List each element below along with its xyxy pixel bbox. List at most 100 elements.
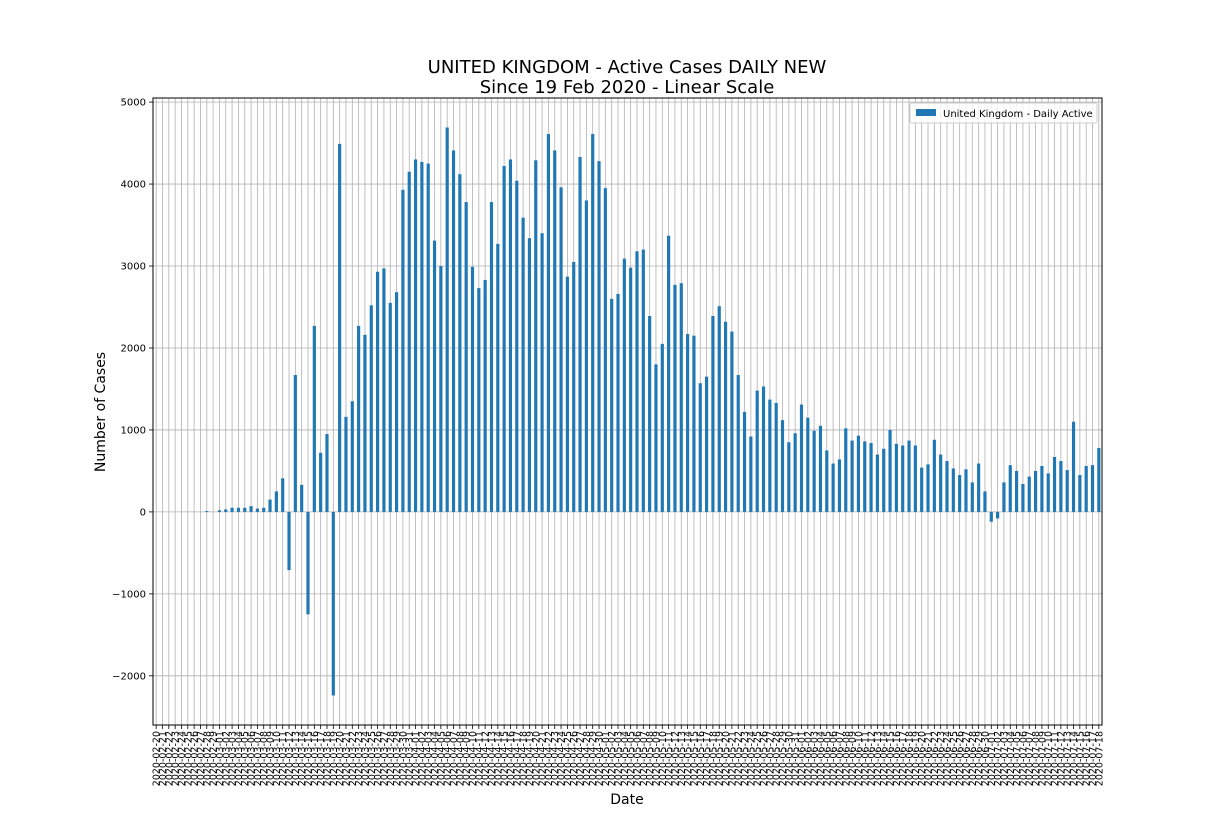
bar xyxy=(508,159,513,512)
x-tick-label: 2020-03-06 xyxy=(247,731,258,786)
x-tick-label: 2020-03-23 xyxy=(354,731,365,786)
bar xyxy=(888,429,892,512)
bar xyxy=(1084,466,1088,512)
x-tick-label: 2020-04-15 xyxy=(500,731,511,786)
x-tick-label: 2020-03-13 xyxy=(291,731,302,786)
bar xyxy=(1078,475,1082,512)
x-tick-label: 2020-07-07 xyxy=(1025,731,1036,786)
x-tick-label: 2020-06-08 xyxy=(841,731,852,786)
x-tick-label: 2020-03-18 xyxy=(322,731,333,786)
x-tick-label: 2020-06-29 xyxy=(974,731,985,786)
x-tick-label: 2020-06-21 xyxy=(924,731,935,786)
bar xyxy=(951,468,955,512)
bar xyxy=(616,293,620,512)
bar xyxy=(357,325,361,512)
bar xyxy=(1033,470,1038,512)
bar xyxy=(901,445,905,512)
x-tick-label: 2020-06-17 xyxy=(898,731,909,786)
x-tick-label: 2020-06-12 xyxy=(867,731,878,786)
x-ticks: 2020-02-202020-02-212020-02-222020-02-23… xyxy=(152,725,1105,786)
bar xyxy=(451,150,456,512)
x-tick-label: 2020-03-29 xyxy=(392,731,403,786)
x-tick-label: 2020-02-27 xyxy=(196,731,207,786)
bar xyxy=(224,509,228,512)
bar xyxy=(394,292,399,512)
bar xyxy=(996,511,1000,519)
x-tick-label: 2020-03-28 xyxy=(386,731,397,786)
bar xyxy=(939,454,943,512)
bar xyxy=(243,507,247,512)
x-tick-label: 2020-05-13 xyxy=(677,731,688,786)
x-tick-label: 2020-04-24 xyxy=(557,731,568,786)
bar xyxy=(717,306,721,512)
x-tick-label: 2020-06-07 xyxy=(835,731,846,786)
x-tick-label: 2020-06-18 xyxy=(905,731,916,786)
bar xyxy=(262,507,266,512)
x-tick-label: 2020-03-30 xyxy=(398,731,409,786)
x-tick-label: 2020-05-18 xyxy=(708,731,719,786)
y-ticks: −2000 −1000 0 1000 2000 3000 4000 5000 xyxy=(112,98,153,682)
bar xyxy=(641,249,645,512)
bar xyxy=(806,417,810,512)
bar xyxy=(679,283,683,512)
x-tick-label: 2020-05-27 xyxy=(765,731,776,786)
x-tick-label: 2020-03-05 xyxy=(240,731,251,786)
bar xyxy=(1090,465,1095,512)
y-tick-label: 4000 xyxy=(121,180,146,191)
bar xyxy=(534,160,538,512)
x-tick-label: 2020-02-22 xyxy=(164,731,175,786)
x-tick-label: 2020-03-02 xyxy=(221,731,232,786)
x-tick-label: 2020-03-08 xyxy=(259,731,270,786)
bar xyxy=(205,511,209,512)
bar xyxy=(230,507,234,512)
bar xyxy=(439,266,443,512)
bar xyxy=(496,243,500,512)
x-tick-label: 2020-06-30 xyxy=(980,731,991,786)
x-tick-label: 2020-05-20 xyxy=(721,731,732,786)
bar xyxy=(780,420,785,512)
bar xyxy=(882,448,886,512)
bar xyxy=(654,364,658,512)
bar xyxy=(319,452,323,512)
bar xyxy=(1002,482,1006,512)
x-tick-label: 2020-02-24 xyxy=(177,731,188,786)
x-tick-label: 2020-04-13 xyxy=(487,731,498,786)
x-axis-label: Date xyxy=(610,792,643,808)
bar xyxy=(1015,470,1019,512)
x-tick-label: 2020-06-01 xyxy=(797,731,808,786)
x-tick-label: 2020-04-09 xyxy=(462,731,473,786)
bar xyxy=(388,302,392,512)
bar xyxy=(913,445,917,512)
bar xyxy=(989,511,993,522)
bar xyxy=(667,235,671,512)
x-tick-label: 2020-06-24 xyxy=(942,731,953,786)
bar xyxy=(958,475,962,512)
x-tick-label: 2020-06-22 xyxy=(930,731,941,786)
x-tick-label: 2020-04-11 xyxy=(474,731,485,786)
plot-area-frame xyxy=(152,97,1103,726)
x-tick-label: 2020-04-08 xyxy=(455,731,466,786)
bar xyxy=(648,316,652,512)
x-tick-label: 2020-04-18 xyxy=(519,731,530,786)
bar xyxy=(610,298,614,512)
x-tick-label: 2020-07-10 xyxy=(1044,731,1055,786)
y-tick-label: 0 xyxy=(140,507,146,518)
x-tick-label: 2020-03-10 xyxy=(272,731,283,786)
bar xyxy=(483,279,487,512)
bar xyxy=(407,171,411,512)
x-tick-label: 2020-03-25 xyxy=(367,731,378,786)
x-tick-label: 2020-07-12 xyxy=(1056,731,1067,786)
x-tick-label: 2020-05-16 xyxy=(696,731,707,786)
legend-box xyxy=(909,102,1098,124)
bar xyxy=(527,238,532,512)
x-tick-label: 2020-04-03 xyxy=(424,731,435,786)
x-tick-label: 2020-06-20 xyxy=(917,731,928,786)
x-tick-label: 2020-03-26 xyxy=(373,731,384,786)
x-tick-label: 2020-03-22 xyxy=(348,731,359,786)
bar xyxy=(477,288,481,512)
x-tick-label: 2020-03-14 xyxy=(297,731,308,786)
x-tick-label: 2020-04-16 xyxy=(506,731,517,786)
x-tick-label: 2020-03-07 xyxy=(253,731,264,786)
x-tick-label: 2020-07-18 xyxy=(1094,731,1105,786)
x-tick-label: 2020-03-03 xyxy=(228,731,239,786)
